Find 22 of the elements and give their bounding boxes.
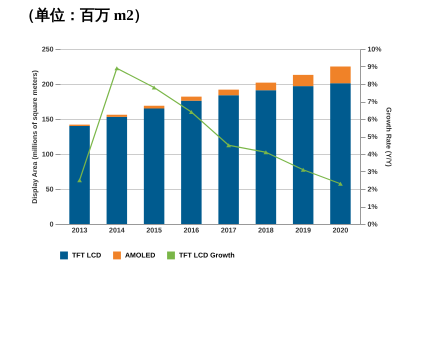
point xyxy=(226,143,231,148)
bar xyxy=(106,116,128,224)
point xyxy=(264,150,268,154)
point xyxy=(338,182,343,186)
point xyxy=(152,85,156,90)
point xyxy=(77,178,82,182)
bar xyxy=(181,96,202,101)
point xyxy=(300,168,306,172)
bar xyxy=(292,86,314,224)
bar xyxy=(144,108,164,224)
bar xyxy=(144,106,164,108)
bar xyxy=(181,100,202,224)
bar xyxy=(330,66,351,84)
bar xyxy=(256,82,276,90)
bar xyxy=(218,95,239,224)
bar xyxy=(69,126,90,224)
bar xyxy=(256,90,276,224)
bar xyxy=(292,74,314,86)
chart-title: （单位：百万 m2） xyxy=(20,7,149,24)
bar xyxy=(330,83,351,224)
bar xyxy=(218,90,239,96)
point xyxy=(114,66,120,70)
